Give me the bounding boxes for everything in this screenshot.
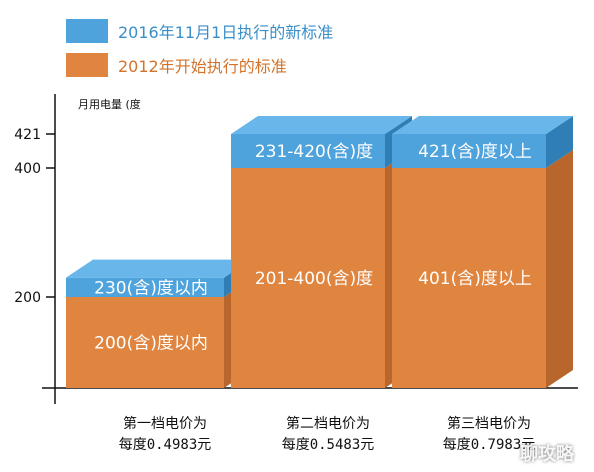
y-tick-label-400: 400 bbox=[14, 161, 41, 177]
bar-label-old-standard: 200(含)度以内 bbox=[94, 334, 208, 354]
bar-label-old-standard: 401(含)度以上 bbox=[418, 269, 532, 289]
category-price-label: 每度0.4983元 bbox=[119, 437, 212, 453]
bar-old-standard bbox=[231, 168, 385, 388]
bar-top bbox=[66, 259, 251, 278]
bar-new-standard-side bbox=[546, 116, 573, 168]
bar-top bbox=[392, 116, 573, 134]
category-label: 第二档电价为 bbox=[286, 415, 370, 432]
bar-old-standard bbox=[66, 297, 224, 388]
category-label: 第一档电价为 bbox=[123, 415, 207, 432]
bar-label-new-standard: 231-420(含)度 bbox=[255, 142, 373, 162]
legend-label-old-standard: 2012年开始执行的标准 bbox=[118, 57, 287, 76]
bar-label-new-standard: 421(含)度以上 bbox=[418, 142, 532, 162]
y-tick-label-200: 200 bbox=[14, 290, 41, 306]
legend-item-old-standard: 2012年开始执行的标准 bbox=[66, 48, 333, 82]
legend-swatch-new-standard bbox=[66, 19, 108, 43]
category-label: 第三档电价为 bbox=[447, 415, 531, 432]
watermark: 聊攻略 bbox=[520, 444, 574, 465]
y-axis-title: 月用电量 (度 bbox=[78, 97, 141, 111]
y-tick-label-421: 421 bbox=[14, 127, 41, 143]
bar-new-standard bbox=[392, 134, 546, 168]
bar-new-standard bbox=[66, 277, 224, 297]
legend-item-new-standard: 2016年11月1日执行的新标准 bbox=[66, 14, 333, 48]
bar-old-standard bbox=[392, 168, 546, 388]
bar-new-standard bbox=[231, 134, 385, 168]
bar-old-standard-side bbox=[546, 150, 573, 388]
legend-swatch-old-standard bbox=[66, 53, 108, 77]
bar-top bbox=[231, 116, 412, 134]
legend: 2016年11月1日执行的新标准 2012年开始执行的标准 bbox=[66, 14, 333, 82]
bar-label-new-standard: 230(含)度以内 bbox=[94, 278, 208, 298]
category-price-label: 每度0.5483元 bbox=[282, 437, 375, 453]
category-price-label: 每度0.7983元 bbox=[443, 437, 536, 453]
bar-label-old-standard: 201-400(含)度 bbox=[255, 269, 373, 289]
legend-label-new-standard: 2016年11月1日执行的新标准 bbox=[118, 23, 334, 42]
